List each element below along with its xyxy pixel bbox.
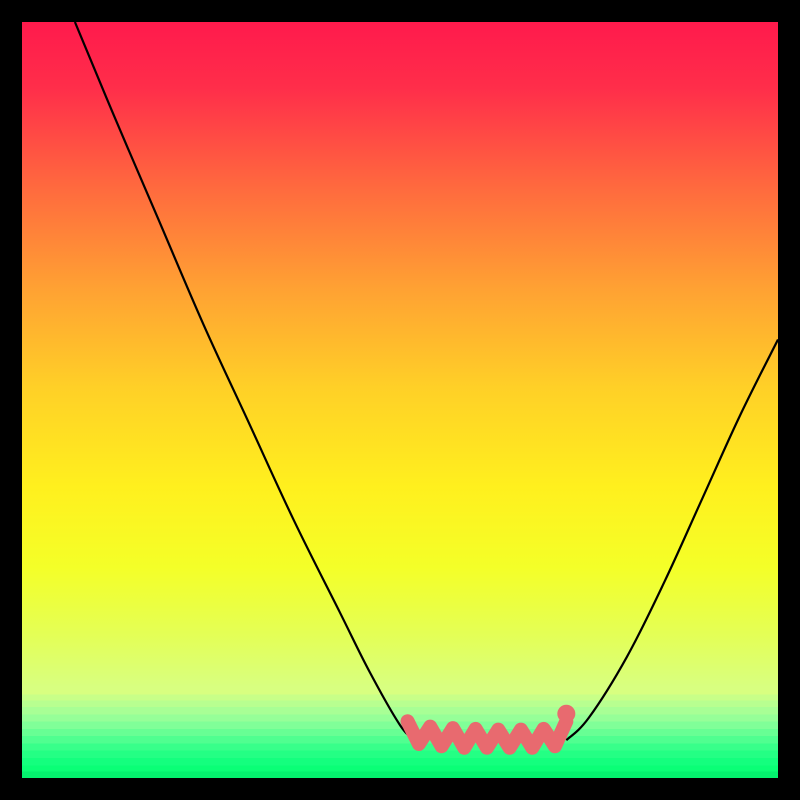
chart-stage: TheBottleneck.com: [0, 0, 800, 800]
right-curve: [566, 340, 778, 741]
bottom-squiggle: [408, 721, 567, 747]
frame-left: [0, 0, 22, 800]
curves-layer: [22, 22, 778, 778]
knot-marker: [557, 705, 575, 723]
left-curve: [75, 22, 415, 740]
frame-top: [0, 0, 800, 22]
frame-bottom: [0, 778, 800, 800]
frame-right: [778, 0, 800, 800]
plot-area: [22, 22, 778, 778]
